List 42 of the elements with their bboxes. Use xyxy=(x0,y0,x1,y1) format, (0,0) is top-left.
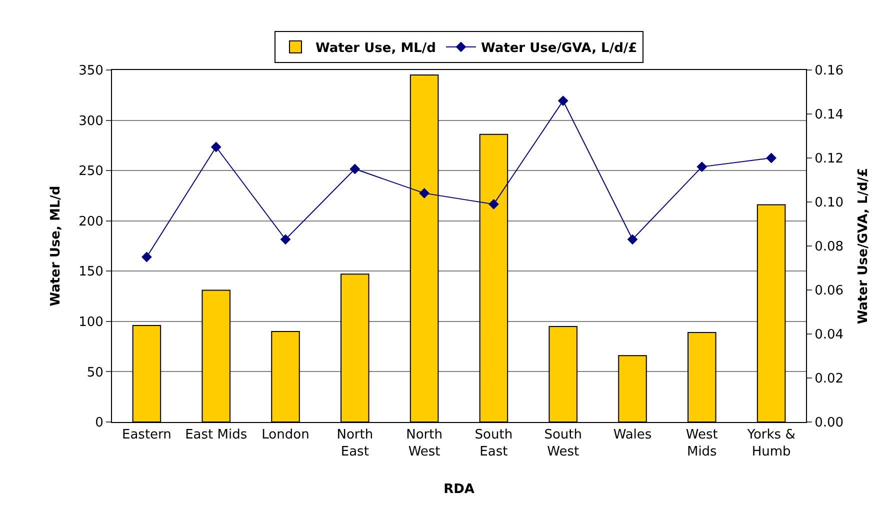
y2-tick-label: 0.00 xyxy=(814,416,844,431)
y2-tick-label: 0.08 xyxy=(814,240,844,255)
point xyxy=(419,188,430,198)
y2-tick-label: 0.12 xyxy=(814,152,844,167)
x-tick-label: North East xyxy=(336,428,374,460)
legend-label: Water Use, ML/d xyxy=(316,40,436,56)
y-axis-title: Water Use, ML/d xyxy=(48,186,64,306)
y-tick-label: 350 xyxy=(78,64,104,79)
y2-tick-label: 0.16 xyxy=(814,64,844,79)
x-axis-title: RDA xyxy=(444,482,474,498)
y2-tick-label: 0.04 xyxy=(814,328,844,343)
y-tick-label: 50 xyxy=(86,365,104,380)
x-tick-label: Yorks & Humb xyxy=(746,428,796,460)
x-tick-label: South West xyxy=(544,428,582,460)
point xyxy=(558,96,568,106)
legend-label: Water Use/GVA, L/d/£ xyxy=(480,40,638,56)
x-tick-label: South East xyxy=(474,428,513,460)
point xyxy=(696,162,708,172)
point xyxy=(210,142,222,152)
y-tick-label: 100 xyxy=(78,314,104,330)
x-tick-label: West Mids xyxy=(686,428,718,460)
y2-tick-label: 0.14 xyxy=(814,108,844,123)
y-tick-label: 0 xyxy=(95,416,104,431)
x-tick-label: East Mids xyxy=(185,428,248,443)
y2-tick-label: 0.06 xyxy=(814,284,844,299)
y2-tick-label: 0.10 xyxy=(814,196,844,211)
x-tick-label: North West xyxy=(406,428,442,460)
x-tick-label: Wales xyxy=(613,428,652,443)
point xyxy=(142,252,152,262)
point xyxy=(627,234,638,245)
point xyxy=(488,199,499,210)
y2-tick-label: 0.02 xyxy=(814,372,844,387)
point xyxy=(350,164,360,174)
point xyxy=(280,234,291,245)
y2-axis-title: Water Use/GVA, L/d/£ xyxy=(856,168,872,324)
y-tick-label: 250 xyxy=(78,164,104,180)
x-tick-label: London xyxy=(262,428,310,443)
point xyxy=(766,152,776,164)
y-tick-label: 200 xyxy=(78,214,104,230)
y-tick-label: 150 xyxy=(78,264,104,280)
y-tick-label: 300 xyxy=(78,114,104,129)
x-tick-label: Eastern xyxy=(122,428,172,443)
